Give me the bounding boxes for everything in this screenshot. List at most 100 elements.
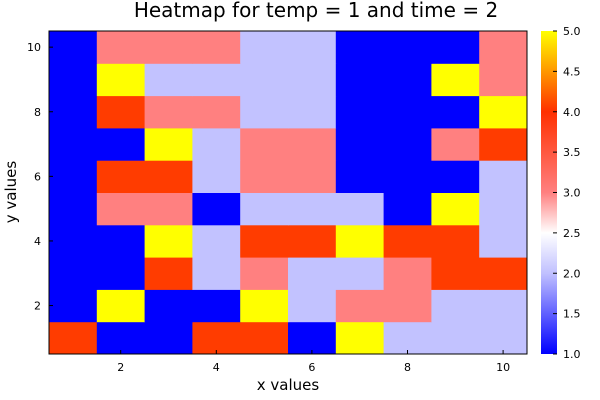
heatmap-cell [288, 31, 337, 64]
heatmap-cell [192, 321, 241, 355]
colorbar-tick-label: 1.0 [563, 348, 581, 361]
heatmap-cell [49, 31, 98, 64]
heatmap-cell [335, 95, 385, 129]
heatmap-cell [49, 224, 98, 258]
heatmap-cell [431, 160, 480, 193]
x-tick-label: 6 [308, 361, 315, 374]
y-tick-label: 8 [34, 106, 41, 119]
heatmap-cell [49, 63, 98, 97]
heatmap-cell [144, 160, 193, 193]
heatmap-cell [192, 257, 241, 290]
colorbar-ticks: 1.0 1.5 2.0 2.5 3.0 3.5 4.0 4.5 5.0 [553, 25, 581, 361]
heatmap-cell [240, 257, 289, 290]
heatmap-cell [192, 63, 241, 97]
heatmap-cell [479, 31, 528, 64]
heatmap-cells [49, 31, 528, 355]
chart-title: Heatmap for temp = 1 and time = 2 [134, 0, 498, 22]
heatmap-cell [192, 160, 241, 193]
heatmap-cell [192, 192, 241, 226]
x-tick-label: 4 [213, 361, 220, 374]
heatmap-cell [49, 321, 98, 355]
heatmap-cell [288, 192, 337, 226]
heatmap-cell [431, 127, 480, 161]
heatmap-cell [383, 321, 432, 355]
heatmap-cell [479, 257, 528, 290]
heatmap-cell [431, 224, 480, 258]
heatmap-cell [288, 160, 337, 193]
colorbar-tick-label: 4.5 [563, 65, 581, 78]
heatmap-cell [383, 257, 432, 290]
x-axis-label: x values [257, 376, 320, 394]
heatmap-cell [335, 63, 385, 97]
heatmap-cell [335, 160, 385, 193]
heatmap-cell [240, 95, 289, 129]
heatmap-cell [383, 31, 432, 64]
x-tick-label: 8 [404, 361, 411, 374]
heatmap-cell [240, 224, 289, 258]
heatmap-cell [96, 257, 146, 290]
heatmap-cell [192, 127, 241, 161]
heatmap-cell [144, 257, 193, 290]
heatmap-cell [383, 192, 432, 226]
heatmap-cell [240, 289, 289, 323]
heatmap-cell [144, 127, 193, 161]
y-tick-label: 2 [34, 300, 41, 313]
heatmap-cell [49, 160, 98, 193]
y-axis-ticks: 2 4 6 8 10 [27, 41, 53, 313]
heatmap-cell [96, 321, 146, 355]
heatmap-cell [96, 192, 146, 226]
heatmap-cell [479, 321, 528, 355]
heatmap-cell [192, 224, 241, 258]
heatmap-cell [431, 31, 480, 64]
heatmap-cell [144, 192, 193, 226]
heatmap-cell [49, 192, 98, 226]
y-tick-label: 6 [34, 170, 41, 183]
heatmap-cell [192, 289, 241, 323]
heatmap-cell [479, 95, 528, 129]
heatmap-cell [431, 63, 480, 97]
colorbar-tick-label: 1.5 [563, 308, 581, 321]
heatmap-cell [240, 192, 289, 226]
heatmap-cell [96, 160, 146, 193]
heatmap-cell [288, 289, 337, 323]
heatmap-cell [335, 321, 385, 355]
heatmap-cell [96, 224, 146, 258]
heatmap-cell [288, 257, 337, 290]
y-tick-label: 4 [34, 235, 41, 248]
heatmap-cell [335, 224, 385, 258]
heatmap-cell [335, 257, 385, 290]
heatmap-cell [49, 289, 98, 323]
x-tick-label: 10 [496, 361, 510, 374]
colorbar-tick-label: 2.0 [563, 267, 581, 280]
heatmap-cell [144, 289, 193, 323]
heatmap-cell [144, 63, 193, 97]
heatmap-cell [479, 289, 528, 323]
heatmap-cell [144, 321, 193, 355]
heatmap-cell [479, 127, 528, 161]
heatmap-cell [383, 127, 432, 161]
colorbar-tick-label: 5.0 [563, 25, 581, 38]
heatmap-cell [96, 31, 146, 64]
heatmap-cell [335, 289, 385, 323]
heatmap-cell [383, 95, 432, 129]
heatmap-cell [431, 321, 480, 355]
heatmap-cell [431, 257, 480, 290]
x-axis-ticks: 2 4 6 8 10 [117, 350, 510, 374]
heatmap-cell [240, 63, 289, 97]
heatmap-cell [144, 31, 193, 64]
colorbar-tick-label: 3.5 [563, 146, 581, 159]
heatmap-cell [144, 95, 193, 129]
heatmap-cell [96, 127, 146, 161]
heatmap-cell [383, 160, 432, 193]
heatmap-cell [288, 95, 337, 129]
heatmap-cell [383, 289, 432, 323]
heatmap-cell [49, 127, 98, 161]
heatmap-cell [479, 160, 528, 193]
heatmap-cell [96, 63, 146, 97]
plot-frame [48, 30, 528, 355]
heatmap-cell [240, 127, 289, 161]
heatmap-cell [383, 224, 432, 258]
y-axis-label: y values [2, 161, 20, 224]
heatmap-cell [288, 127, 337, 161]
